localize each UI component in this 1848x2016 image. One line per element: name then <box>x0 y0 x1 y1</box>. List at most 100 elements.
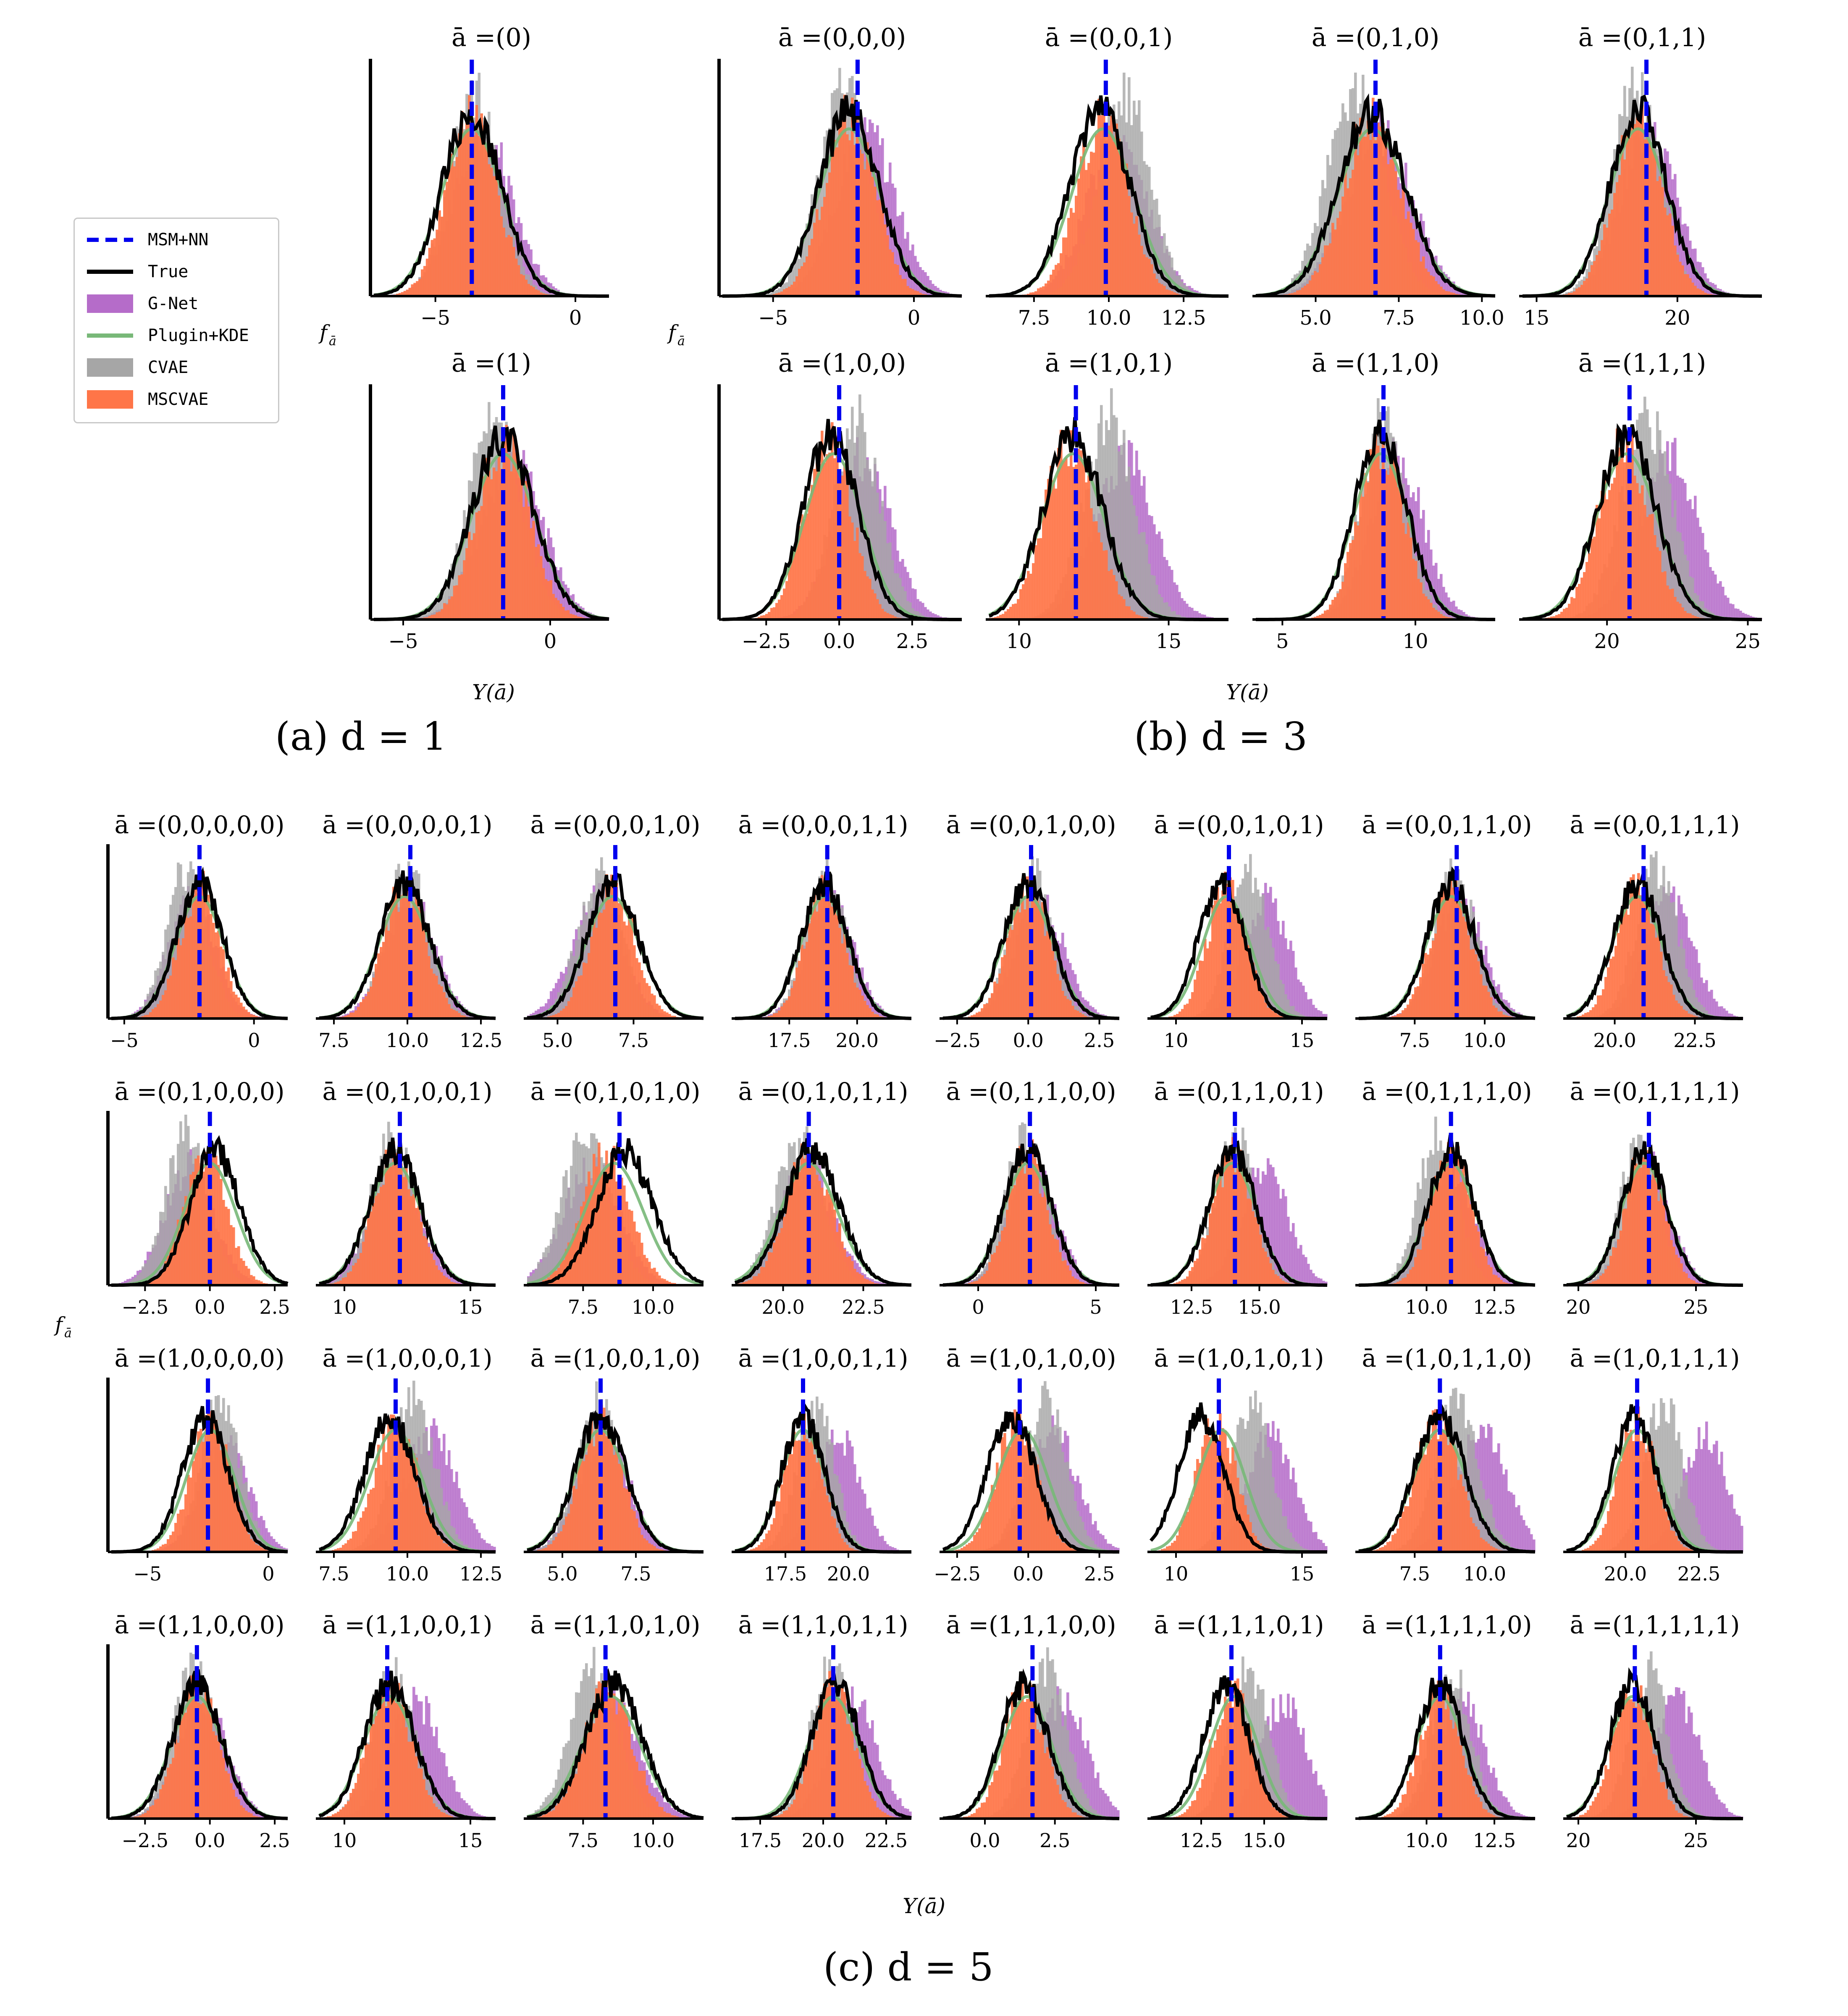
histogram-bar-mscvae <box>828 452 831 620</box>
histogram-bar-mscvae <box>257 1280 260 1285</box>
histogram-bar-mscvae <box>997 616 1000 620</box>
histogram-bar-mscvae <box>443 992 446 1018</box>
histogram-bar-mscvae <box>988 998 991 1018</box>
histogram-bar-mscvae <box>441 609 444 620</box>
histogram-bar-gnet <box>1427 237 1430 296</box>
histogram-bar-mscvae <box>1065 237 1068 296</box>
histogram-bar-gnet <box>1317 1010 1320 1018</box>
histogram-bar-mscvae <box>390 903 393 1018</box>
histogram-bar-gnet <box>1082 1274 1084 1285</box>
histogram-bar-mscvae <box>1578 584 1581 620</box>
histogram-bar-mscvae <box>362 999 365 1018</box>
histogram-bar-mscvae <box>1331 223 1334 296</box>
histogram-bar-mscvae <box>1076 1011 1079 1018</box>
histogram-bar-mscvae <box>537 290 540 296</box>
histogram-bar-mscvae <box>1399 198 1402 296</box>
histogram-bar-gnet <box>552 547 555 620</box>
histogram-bar-mscvae <box>788 1194 791 1285</box>
histogram-bar-gnet <box>554 567 557 620</box>
histogram-bar-mscvae <box>194 875 197 1018</box>
histogram-bar-mscvae <box>1021 879 1024 1018</box>
histogram-bar-mscvae <box>1412 559 1415 620</box>
histogram-bar-cvae <box>530 1276 533 1285</box>
histogram-bar-cvae <box>881 501 884 620</box>
histogram-bar-mscvae <box>1625 901 1628 1018</box>
histogram-bar-mscvae <box>876 200 879 296</box>
histogram-bar-gnet <box>866 982 869 1018</box>
x-tick-label: 0 <box>248 1029 260 1052</box>
histogram-bar-mscvae <box>633 945 636 1018</box>
histogram-bar-mscvae <box>560 1261 563 1285</box>
histogram-bar-mscvae <box>344 1277 347 1285</box>
histogram-bar-gnet <box>1150 516 1153 620</box>
histogram-bar-mscvae <box>1684 274 1687 296</box>
histogram-bar-gnet <box>1181 598 1184 620</box>
histogram-bar-mscvae <box>773 1013 776 1018</box>
histogram-bar-mscvae <box>891 252 894 296</box>
histogram-bar-mscvae <box>1399 1281 1402 1285</box>
histogram-bar-mscvae <box>1495 1275 1498 1285</box>
histogram-bar-cvae <box>773 291 776 296</box>
histogram-bar-mscvae <box>826 183 829 296</box>
histogram-bar-gnet <box>861 967 864 1018</box>
histogram-bar-cvae <box>1667 881 1670 1018</box>
histogram-bar-mscvae <box>894 616 897 620</box>
histogram-bar-mscvae <box>1669 213 1672 296</box>
histogram-bar-mscvae <box>1568 604 1571 620</box>
histogram-bar-mscvae <box>1407 522 1410 620</box>
histogram-bar-cvae <box>562 1176 565 1285</box>
x-tick-label: 0 <box>972 1296 984 1318</box>
histogram-bar-mscvae <box>780 595 783 620</box>
histogram-bar-mscvae <box>1579 1016 1582 1018</box>
histogram-bar-mscvae <box>1352 170 1354 296</box>
histogram-bar-mscvae <box>816 911 819 1018</box>
histogram-bar-mscvae <box>906 286 909 296</box>
histogram-bar-cvae <box>152 1244 155 1285</box>
histogram-bar-mscvae <box>162 995 165 1018</box>
histogram-bar-mscvae <box>1003 1227 1006 1285</box>
histogram-bar-mscvae <box>1596 505 1599 620</box>
histogram-bar-gnet <box>1734 608 1737 620</box>
histogram-bar-mscvae <box>172 1241 175 1285</box>
histogram-bar-gnet <box>1674 174 1677 296</box>
chart-panel <box>1519 385 1762 625</box>
histogram-bar-mscvae <box>1435 281 1438 296</box>
histogram-bar-mscvae <box>1006 1210 1009 1285</box>
histogram-bar-mscvae <box>1150 264 1153 296</box>
histogram-bar-mscvae <box>1630 877 1633 1018</box>
histogram-bar-mscvae <box>1039 1193 1042 1285</box>
histogram-bar-mscvae <box>1652 1161 1655 1285</box>
histogram-bar-mscvae <box>1021 1158 1024 1285</box>
histogram-bar-mscvae <box>976 1013 979 1018</box>
histogram-bar-mscvae <box>579 617 582 620</box>
histogram-bar-cvae <box>1319 196 1322 296</box>
histogram-bar-mscvae <box>179 945 182 1018</box>
histogram-bar-mscvae <box>1410 223 1412 296</box>
histogram-bar-mscvae <box>1049 936 1052 1018</box>
histogram-bar-mscvae <box>1560 612 1563 620</box>
histogram-bar-mscvae <box>1621 441 1624 620</box>
histogram-bar-mscvae <box>1133 612 1136 620</box>
histogram-bar-gnet <box>1452 601 1455 620</box>
histogram-bar-gnet <box>906 232 909 296</box>
histogram-bar-mscvae <box>430 615 434 620</box>
histogram-bar-cvae <box>879 513 882 620</box>
histogram-bar-gnet <box>1455 286 1458 296</box>
histogram-bar-gnet <box>540 1006 543 1018</box>
histogram-bar-mscvae <box>1059 980 1062 1018</box>
histogram-bar-cvae <box>1684 554 1687 620</box>
histogram-bar-mscvae <box>1087 163 1090 296</box>
histogram-bar-mscvae <box>488 446 491 620</box>
histogram-bar-mscvae <box>435 976 438 1018</box>
histogram-bar-mscvae <box>603 1174 606 1285</box>
histogram-bar-mscvae <box>783 588 786 620</box>
histogram-bar-mscvae <box>572 987 575 1018</box>
histogram-bar-mscvae <box>1321 614 1324 620</box>
histogram-bar-cvae <box>1178 614 1181 620</box>
histogram-bar-mscvae <box>663 1011 666 1018</box>
histogram-bar-cvae <box>906 601 909 620</box>
histogram-bar-mscvae <box>169 975 172 1018</box>
x-tick-label: −2.5 <box>934 1029 981 1052</box>
histogram-bar-mscvae <box>1422 1236 1425 1285</box>
histogram-bar-gnet <box>1688 1261 1690 1285</box>
